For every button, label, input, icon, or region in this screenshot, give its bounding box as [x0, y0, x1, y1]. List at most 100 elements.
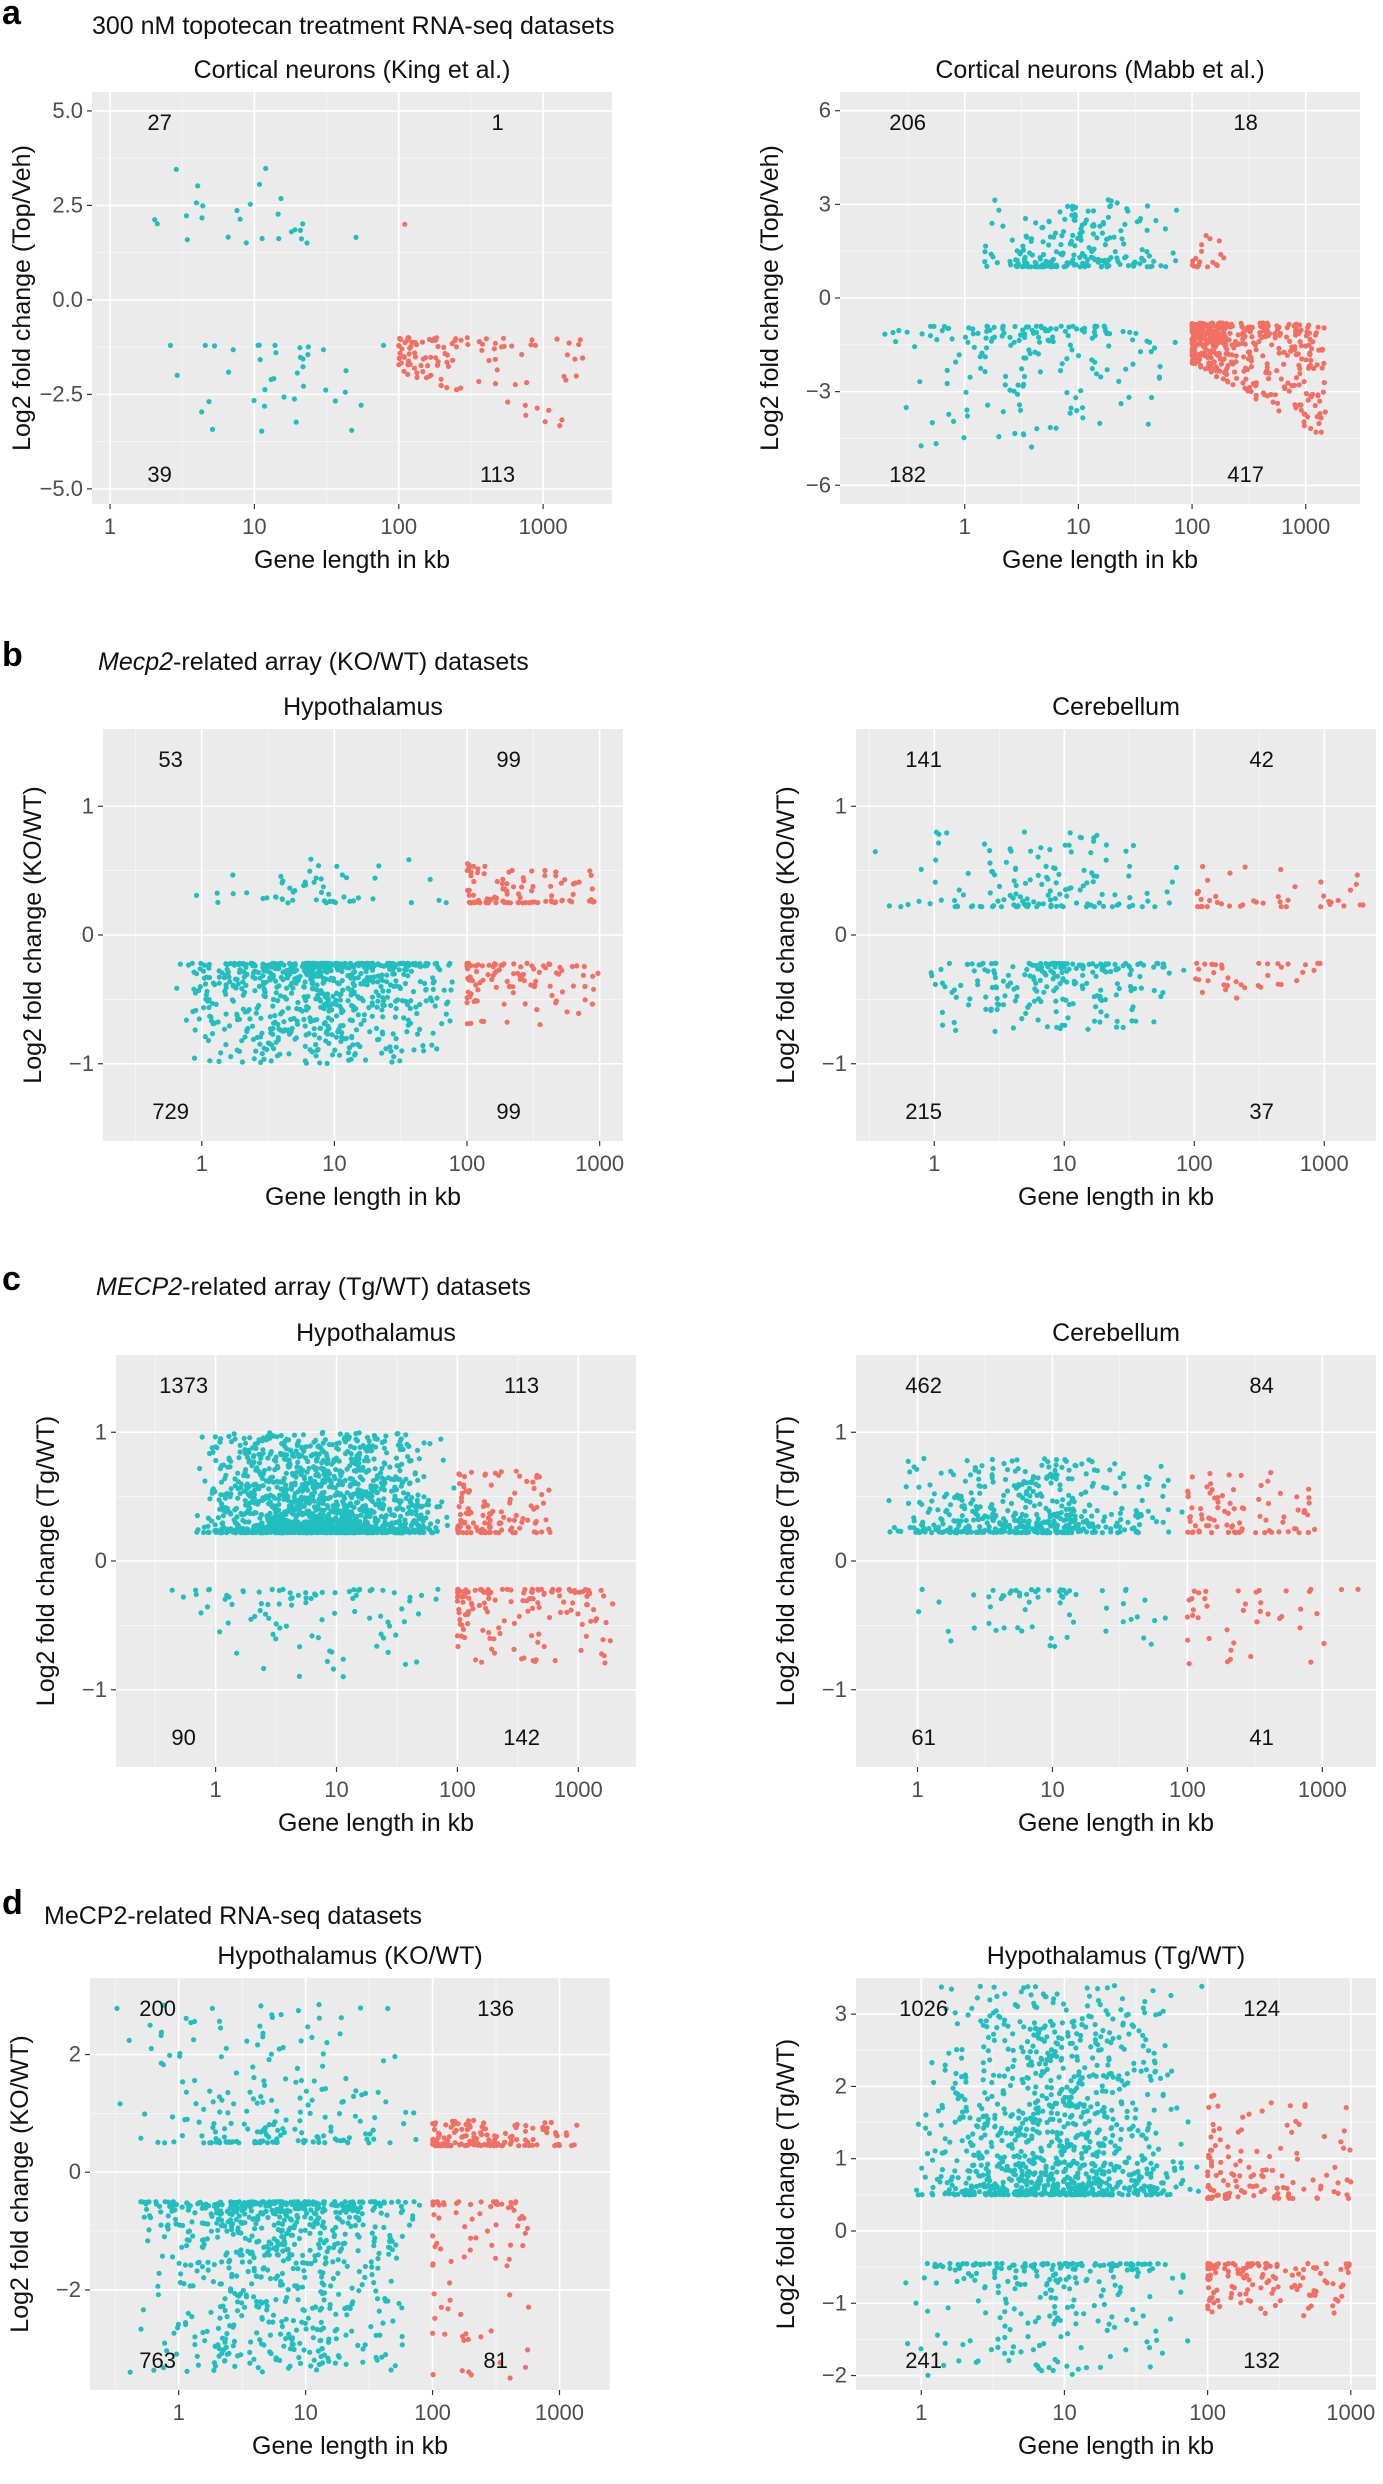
- chart-1-point-short-up: [1009, 237, 1015, 243]
- chart-5-ytick-label: 1: [835, 1419, 847, 1444]
- chart-2-point-short-up: [193, 892, 200, 899]
- chart-2-point-short-down: [397, 1058, 403, 1064]
- chart-0-ylabel: Log2 fold change (Top/Veh): [8, 145, 36, 451]
- chart-1-point-short-down: [919, 331, 925, 337]
- chart-1-point-short-down: [971, 344, 977, 350]
- chart-4-point-short-up: [288, 1481, 295, 1487]
- chart-0-point-short-down: [380, 342, 387, 348]
- chart-4-point-short-up: [325, 1505, 331, 1511]
- chart-4-point-short-up: [415, 1501, 421, 1507]
- chart-2-point-short-down: [352, 1052, 358, 1058]
- chart-4-point-short-up: [277, 1450, 284, 1456]
- chart-1-point-short-up: [1114, 200, 1120, 206]
- chart-2-point-short-up: [376, 863, 382, 869]
- chart-1-ytick-label: 6: [819, 98, 831, 123]
- chart-4-point-short-up: [414, 1447, 421, 1453]
- chart-1-point-long-down: [1264, 364, 1270, 370]
- chart-5-point-long-up: [1294, 1494, 1300, 1500]
- chart-4-point-short-down: [407, 1598, 413, 1604]
- chart-0-point-short-down: [300, 364, 306, 370]
- chart-2-point-short-down: [243, 964, 249, 970]
- chart-4-point-short-up: [249, 1530, 256, 1536]
- chart-5-point-short-down: [1120, 1619, 1126, 1625]
- chart-2-point-short-down: [216, 1058, 222, 1064]
- chart-3-point-short-up: [1056, 871, 1062, 878]
- chart-5-point-short-down: [1070, 1619, 1077, 1625]
- chart-4-point-long-down: [535, 1639, 541, 1645]
- chart-4-point-short-up: [298, 1468, 304, 1474]
- chart-2-point-short-down: [295, 999, 301, 1006]
- chart-2-xtick-label: 10: [322, 1151, 346, 1176]
- chart-1-point-long-down: [1298, 327, 1304, 333]
- chart-2-point-short-down: [369, 1013, 375, 1019]
- chart-4-point-short-down: [319, 1589, 325, 1595]
- chart-0-point-long-down: [523, 412, 529, 418]
- chart-2-point-long-up: [472, 899, 478, 905]
- chart-4-point-short-up: [311, 1504, 318, 1510]
- chart-3-point-short-up: [995, 898, 1001, 904]
- chart-5-point-short-up: [996, 1528, 1002, 1534]
- chart-4-point-short-up: [348, 1456, 354, 1462]
- chart-3-point-long-down: [1194, 960, 1200, 966]
- chart-1-point-short-up: [1068, 238, 1075, 244]
- chart-4-point-short-up: [379, 1439, 385, 1446]
- chart-5-point-short-down: [1007, 1590, 1013, 1596]
- chart-5-point-short-down: [1024, 1591, 1030, 1597]
- chart-1-point-long-down: [1198, 330, 1204, 336]
- chart-4-point-short-up: [194, 1513, 200, 1519]
- chart-4-xtick-label: 100: [439, 1777, 476, 1802]
- chart-3-count-up-long: 42: [1249, 747, 1273, 772]
- chart-5-point-short-up: [1001, 1525, 1007, 1531]
- chart-4-point-long-up: [457, 1524, 463, 1530]
- chart-3-point-short-up: [1031, 899, 1037, 905]
- chart-1-point-short-down: [1050, 334, 1056, 340]
- chart-0-point-long-down: [435, 362, 441, 368]
- chart-0-point-short-up: [193, 200, 199, 206]
- chart-4-point-short-down: [225, 1620, 231, 1626]
- chart-2-point-short-down: [443, 1011, 449, 1017]
- chart-2-point-short-down: [413, 1004, 419, 1010]
- chart-5-point-short-up: [1145, 1508, 1151, 1514]
- chart-2-point-long-up: [586, 898, 593, 904]
- chart-4-point-short-up: [226, 1509, 232, 1515]
- chart-1-point-short-down: [1120, 328, 1126, 335]
- chart-4-point-short-up: [305, 1458, 311, 1465]
- section-heading-c-italic: MECP2: [96, 1273, 182, 1301]
- chart-3-point-long-down: [1196, 966, 1202, 972]
- chart-4-point-long-down: [470, 1606, 476, 1612]
- chart-3-point-short-down: [1037, 977, 1043, 984]
- chart-1-point-short-up: [1019, 264, 1025, 270]
- chart-3-point-short-down: [1051, 988, 1057, 994]
- chart-0-point-short-up: [300, 221, 306, 227]
- chart-2-point-long-up: [587, 868, 593, 874]
- chart-3-point-short-up: [1027, 877, 1033, 883]
- chart-2-point-short-down: [341, 963, 347, 969]
- chart-1-point-long-down: [1315, 324, 1321, 330]
- chart-4-point-short-up: [381, 1496, 387, 1502]
- chart-5-point-long-down: [1224, 1627, 1230, 1633]
- chart-4-point-short-up: [303, 1485, 309, 1491]
- chart-5-point-short-down: [1019, 1628, 1025, 1634]
- chart-2-point-short-down: [329, 1052, 336, 1058]
- chart-1-point-short-down: [970, 331, 976, 337]
- chart-5-point-short-down: [1035, 1594, 1041, 1600]
- chart-5-point-short-up: [1089, 1483, 1095, 1489]
- chart-2-point-short-down: [289, 980, 295, 986]
- chart-5-point-long-up: [1269, 1529, 1275, 1535]
- chart-5-point-short-up: [1014, 1529, 1020, 1535]
- chart-4-point-long-up: [513, 1512, 519, 1518]
- chart-3-point-long-down: [1258, 984, 1264, 990]
- chart-3-point-short-up: [1013, 891, 1019, 897]
- chart-1-point-short-down: [1011, 388, 1017, 394]
- chart-1-point-long-down: [1316, 347, 1322, 353]
- chart-2-point-long-up: [519, 884, 525, 890]
- chart-5-point-long-up: [1229, 1523, 1236, 1529]
- chart-4-point-short-up: [397, 1438, 403, 1444]
- chart-5-point-long-up: [1215, 1505, 1221, 1511]
- chart-5-point-short-up: [990, 1466, 996, 1472]
- chart-2-point-long-down: [590, 973, 596, 979]
- chart-0-point-short-down: [230, 347, 236, 353]
- chart-3-point-long-up: [1341, 903, 1347, 909]
- chart-3-point-long-up: [1198, 896, 1204, 903]
- chart-5-point-long-up: [1187, 1518, 1193, 1524]
